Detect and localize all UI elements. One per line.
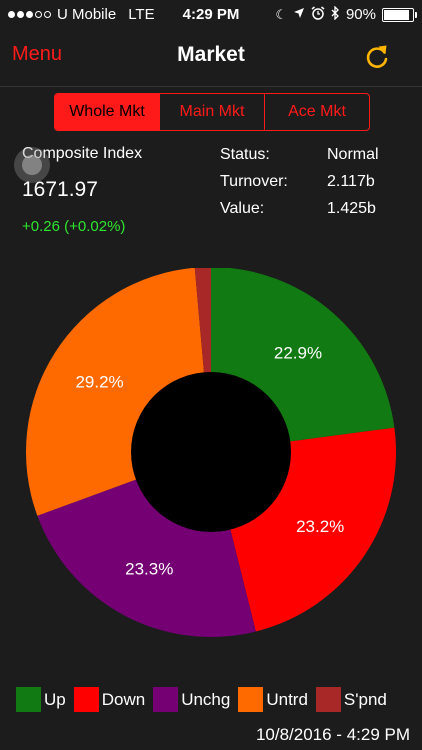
- battery-tip: [415, 11, 417, 18]
- battery-icon: [382, 7, 417, 22]
- status-bar: U Mobile LTE 4:29 PM ☾ 90%: [0, 0, 422, 30]
- signal-dot: [17, 11, 24, 18]
- signal-strength-icon: [8, 11, 51, 18]
- refresh-button[interactable]: [362, 42, 392, 72]
- legend-label: S'pnd: [343, 689, 387, 709]
- legend-item-unchg: Unchg: [153, 687, 230, 712]
- pie-label-up: 22.9%: [274, 344, 322, 363]
- pie-label-down: 23.2%: [296, 517, 344, 536]
- legend-label: Up: [44, 689, 66, 709]
- network-type: LTE: [128, 6, 155, 23]
- market-breadth-donut-chart: 22.9% 23.2% 23.3% 29.2%: [26, 268, 396, 637]
- last-updated-timestamp: 10/8/2016 - 4:29 PM: [255, 725, 410, 744]
- legend-label: Untrd: [266, 689, 308, 709]
- nav-bar: Menu Market: [0, 30, 422, 87]
- touch-indicator: [14, 147, 50, 183]
- battery-fill: [384, 9, 410, 20]
- legend-swatch: [153, 687, 179, 712]
- tab-ace-mkt[interactable]: Ace Mkt: [288, 103, 346, 120]
- stat-value-status: Normal: [327, 146, 379, 163]
- chart-legend: Up Down Unchg Untrd S'pnd: [16, 687, 395, 712]
- legend-swatch: [73, 687, 99, 712]
- battery-percent: 90%: [345, 6, 376, 23]
- legend-label: Down: [101, 689, 146, 709]
- stat-label-status: Status:: [220, 146, 270, 163]
- status-time: 4:29 PM: [182, 6, 240, 23]
- page-title: Market: [177, 43, 245, 66]
- composite-index-label: Composite Index: [22, 145, 143, 162]
- stat-value-turnover: 2.117b: [327, 173, 375, 190]
- status-left: U Mobile LTE: [8, 6, 155, 23]
- bluetooth-icon: [331, 5, 340, 23]
- alarm-icon: [311, 6, 325, 23]
- legend-swatch: [16, 687, 41, 712]
- tab-main-mkt[interactable]: Main Mkt: [160, 94, 265, 130]
- legend-swatch: [315, 687, 341, 712]
- legend-item-down: Down: [73, 687, 146, 712]
- status-right: ☾ 90%: [275, 5, 417, 23]
- signal-dot: [44, 11, 51, 18]
- composite-index-change: +0.26 (+0.02%): [22, 218, 126, 235]
- location-arrow-icon: [293, 7, 305, 22]
- menu-button[interactable]: Menu: [12, 43, 63, 65]
- stat-label-turnover: Turnover:: [220, 173, 288, 190]
- pie-label-untrd: 29.2%: [75, 372, 123, 391]
- legend-swatch: [238, 687, 264, 712]
- donut-hole: [131, 372, 291, 532]
- composite-index-value: 1671.97: [22, 178, 98, 201]
- legend-item-untrd: Untrd: [238, 687, 308, 712]
- stat-value-value: 1.425b: [327, 200, 376, 217]
- carrier-name: U Mobile: [57, 6, 117, 23]
- tab-whole-mkt[interactable]: Whole Mkt: [55, 94, 160, 130]
- refresh-icon: [366, 45, 388, 68]
- market-tabs: Whole Mkt Main Mkt Ace Mkt: [54, 93, 370, 131]
- signal-dot: [35, 11, 42, 18]
- signal-dot: [8, 11, 15, 18]
- signal-dot: [26, 11, 33, 18]
- pie-label-unchg: 23.3%: [125, 560, 173, 579]
- stat-label-value: Value:: [220, 200, 265, 217]
- legend-label: Unchg: [181, 689, 231, 709]
- legend-item-spnd: S'pnd: [315, 687, 387, 712]
- moon-icon: ☾: [275, 7, 287, 22]
- legend-item-up: Up: [16, 687, 66, 712]
